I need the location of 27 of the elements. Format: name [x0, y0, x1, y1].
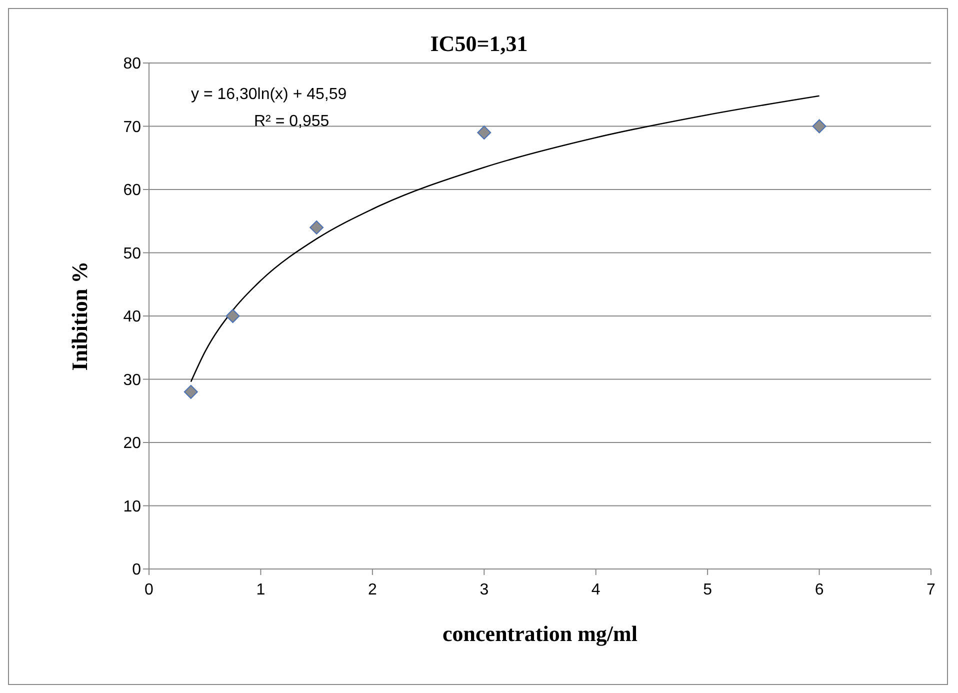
x-tick-label: 5 [703, 581, 712, 598]
y-axis-title: Inibition % [66, 261, 92, 371]
y-tick-label: 70 [123, 118, 142, 136]
x-axis-title: concentration mg/ml [442, 621, 638, 646]
x-tick-label: 0 [144, 581, 154, 598]
point [184, 384, 198, 399]
chart-title: IC50=1,31 [429, 31, 529, 57]
y-tick-label: 60 [123, 182, 142, 200]
point [477, 126, 492, 140]
y-tick-label: 10 [123, 498, 142, 516]
point [226, 309, 240, 323]
annotation: R² = 0,955 [254, 113, 330, 131]
x-tick-label: 2 [368, 581, 377, 598]
x-tick-label: 7 [926, 581, 936, 598]
x-tick-label: 6 [814, 581, 824, 598]
y-tick-label: 0 [132, 562, 142, 579]
y-tick-label: 40 [123, 308, 142, 326]
point [310, 220, 324, 234]
y-tick-label: 80 [123, 56, 142, 73]
y-tick-label: 50 [123, 245, 142, 262]
y-tick-label: 30 [123, 372, 142, 389]
point [812, 119, 826, 134]
annotation: y = 16,30ln(x) + 45,59 [191, 86, 347, 104]
x-tick-label: 3 [480, 581, 489, 598]
x-tick-label: 4 [591, 581, 600, 598]
x-tick-label: 1 [256, 581, 266, 598]
y-tick-label: 20 [123, 435, 142, 452]
